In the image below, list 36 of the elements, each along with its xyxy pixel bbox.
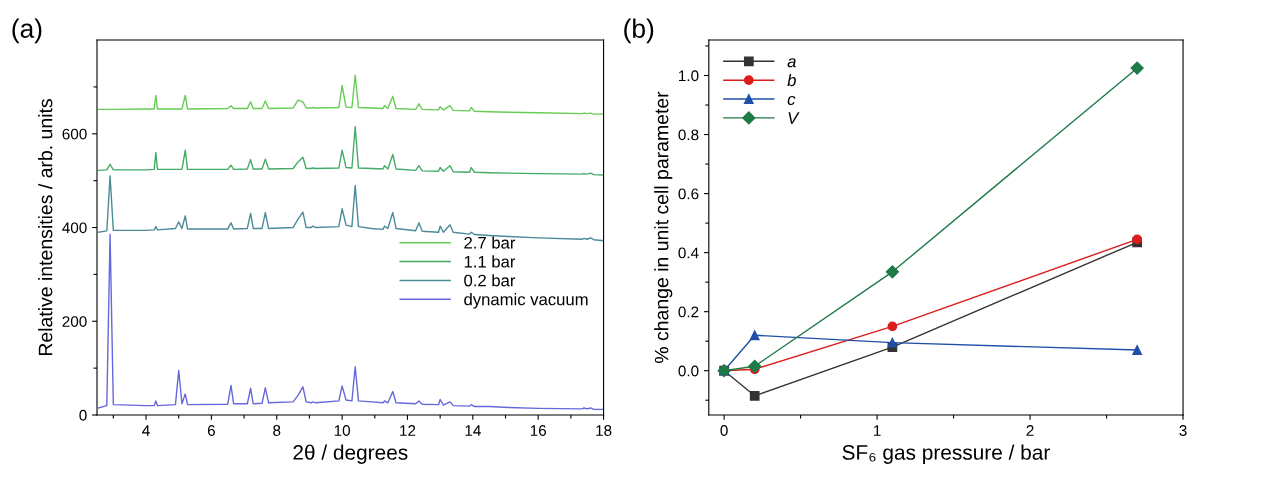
y-tick-label: 600	[62, 128, 87, 140]
y-tick-label: 1.0	[679, 70, 699, 82]
legend-label: c	[787, 95, 796, 106]
x-axis-title: SF₆ gas pressure / bar	[842, 444, 1050, 464]
x-tick-label: 18	[596, 425, 612, 436]
legend-label: V	[788, 112, 800, 124]
x-tick-label: 2	[1026, 425, 1034, 436]
chart-title: (b)	[624, 18, 654, 44]
x-tick-label: 3	[1179, 425, 1187, 436]
y-tick-label: 0.8	[678, 129, 699, 141]
x-tick-label: 6	[207, 425, 215, 436]
legend-label: b	[787, 73, 796, 87]
x-tick-label: 14	[465, 425, 481, 436]
x-axis-title: 2θ / degrees	[293, 444, 408, 464]
y-tick-label: 0	[79, 409, 87, 421]
x-tick-label: 16	[530, 425, 547, 436]
legend-label: 0.2 bar	[464, 274, 516, 287]
y-axis-title: Relative intensities / arb. units	[38, 99, 53, 356]
x-tick-label: 10	[334, 425, 351, 436]
x-tick-label: 8	[273, 425, 281, 436]
y-tick-label: 0.6	[678, 188, 699, 200]
legend-label: 2.7 bar	[464, 236, 516, 249]
x-tick-label: 12	[400, 425, 416, 436]
x-tick-label: 0	[720, 425, 728, 436]
y-tick-label: 200	[62, 316, 87, 327]
y-tick-label: 0.2	[678, 306, 699, 318]
y-tick-label: 400	[62, 222, 87, 234]
y-axis-title: % change in unit cell parameter	[654, 91, 673, 364]
y-tick-label: 0.0	[678, 365, 699, 377]
x-tick-label: 4	[142, 425, 150, 436]
chart-title: (a)	[12, 18, 42, 44]
legend-label: dynamic vacuum	[464, 293, 588, 309]
legend-label: 1.1 bar	[464, 255, 516, 268]
x-tick-label: 1	[874, 425, 881, 436]
legend-label: a	[787, 58, 796, 68]
y-tick-label: 0.4	[678, 247, 699, 259]
